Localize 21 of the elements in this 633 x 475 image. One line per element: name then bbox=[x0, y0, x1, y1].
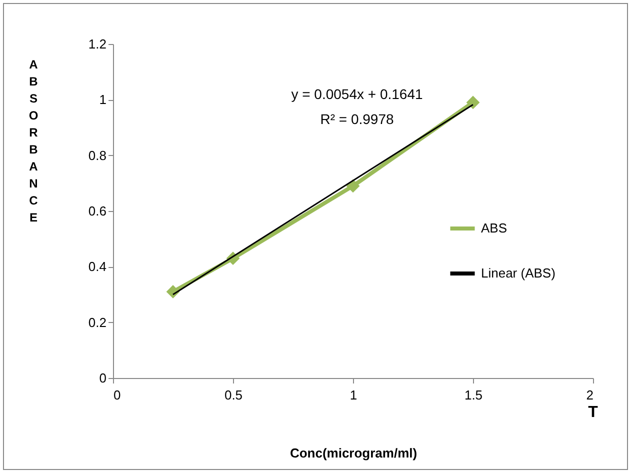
point bbox=[346, 179, 360, 193]
y-tick-label: 1.2 bbox=[88, 36, 106, 52]
annotation: R² = 0.9978 bbox=[320, 111, 394, 127]
point bbox=[466, 96, 480, 110]
y-tick-label: 0.6 bbox=[88, 204, 106, 218]
y-tick-label: 1 bbox=[99, 92, 106, 108]
text: ABSORBANCE bbox=[28, 58, 38, 224]
x-axis-title: Conc(microgram/ml) bbox=[290, 446, 418, 460]
annotation: y = 0.0054x + 0.1641 bbox=[291, 86, 423, 102]
y-tick-label: 0 bbox=[99, 370, 106, 386]
y-tick-label: 0.2 bbox=[88, 314, 106, 330]
x-tick-label: 2 bbox=[586, 388, 594, 402]
legend-label: ABS bbox=[481, 220, 508, 236]
x-tick-label: 0.5 bbox=[224, 388, 243, 402]
x-tick-label: 0 bbox=[114, 388, 121, 402]
x-tick-label: 1.5 bbox=[464, 388, 483, 402]
text: T bbox=[588, 404, 598, 421]
x-tick-label: 1 bbox=[350, 388, 358, 402]
y-tick-label: 0.8 bbox=[88, 148, 106, 163]
y-tick-label: 0.4 bbox=[88, 259, 106, 274]
legend-label: Linear (ABS) bbox=[481, 266, 556, 280]
